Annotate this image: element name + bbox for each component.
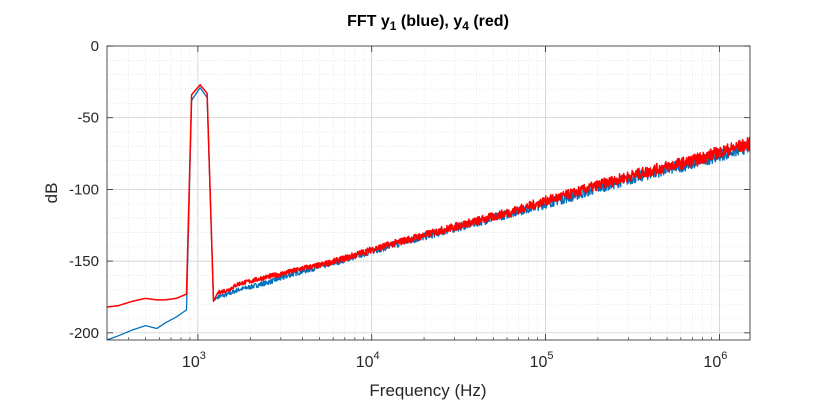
y-axis-label: dB — [42, 183, 61, 204]
y-tick-label: -150 — [69, 253, 99, 270]
y-tick-label: -200 — [69, 325, 99, 342]
x-tick-label: 104 — [356, 350, 380, 371]
plot-area — [107, 46, 750, 340]
grid — [106, 46, 750, 340]
title-part: (red) — [469, 13, 509, 30]
chart-title: FFT y1 (blue), y4 (red) — [347, 13, 509, 33]
x-tick-base: 10 — [703, 354, 721, 371]
x-tick-base: 10 — [530, 354, 548, 371]
x-tick-exponent: 4 — [374, 350, 380, 362]
axes-box — [106, 45, 751, 341]
title-subscript: 1 — [390, 19, 397, 33]
y-tick-label: 0 — [91, 38, 99, 55]
ticks — [106, 45, 750, 340]
x-tick-label: 106 — [703, 350, 727, 371]
x-tick-base: 10 — [182, 354, 200, 371]
x-tick-exponent: 6 — [721, 350, 727, 362]
x-tick-base: 10 — [356, 354, 374, 371]
y-tick-label: -50 — [77, 110, 99, 127]
y-tick-label: -100 — [69, 181, 99, 198]
title-part: FFT y — [347, 13, 390, 30]
series-layer — [107, 83, 750, 340]
series-line-red — [107, 83, 750, 308]
title-subscript: 4 — [462, 19, 469, 33]
x-tick-exponent: 5 — [547, 350, 553, 362]
x-tick-label: 103 — [182, 350, 206, 371]
x-tick-label: 105 — [530, 350, 554, 371]
title-part: (blue), y — [396, 13, 462, 30]
x-tick-exponent: 3 — [200, 350, 206, 362]
x-axis-label: Frequency (Hz) — [369, 381, 486, 400]
